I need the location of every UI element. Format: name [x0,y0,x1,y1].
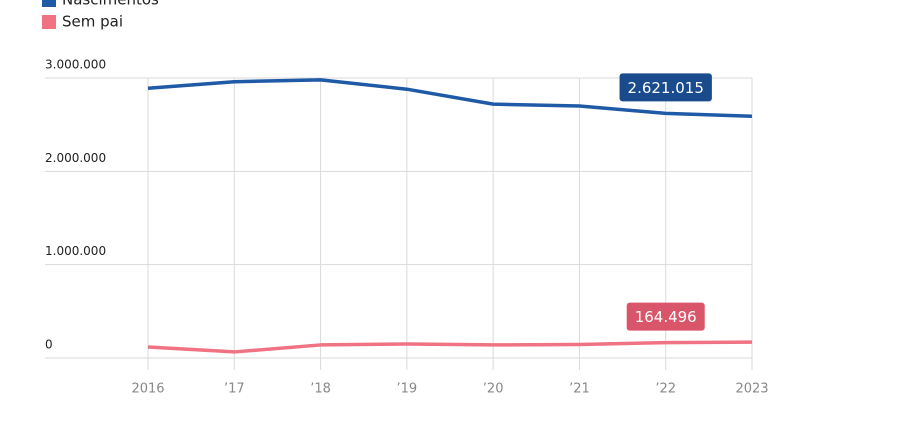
y-tick-label: 2.000.000 [45,151,106,165]
y-tick-label: 0 [45,338,53,352]
series-line [147,78,753,119]
x-tick-label: ’21 [569,382,590,397]
legend-label: Sem pai [62,13,123,31]
series-line [147,340,753,354]
x-tick-label: ’20 [483,382,504,397]
x-tick-label: ’17 [224,382,245,397]
legend-label: Nascimentos [62,0,159,9]
value-label-text: 164.496 [635,308,697,326]
x-tick-label: ’22 [655,382,676,397]
value-label-text: 2.621.015 [628,79,704,97]
value-label: 164.496 [626,302,705,331]
y-tick-label: 3.000.000 [45,58,106,72]
legend-swatch [42,15,56,29]
x-tick-label: 2016 [131,382,164,397]
legend-swatch [42,0,56,7]
x-tick-label: ’18 [310,382,331,397]
value-label-box [619,73,712,102]
x-tick-label: ’19 [397,382,418,397]
x-tick-label: 2023 [735,382,768,397]
value-label: 2.621.015 [619,73,712,102]
value-label-box [626,302,705,331]
y-tick-label: 1.000.000 [45,244,106,258]
